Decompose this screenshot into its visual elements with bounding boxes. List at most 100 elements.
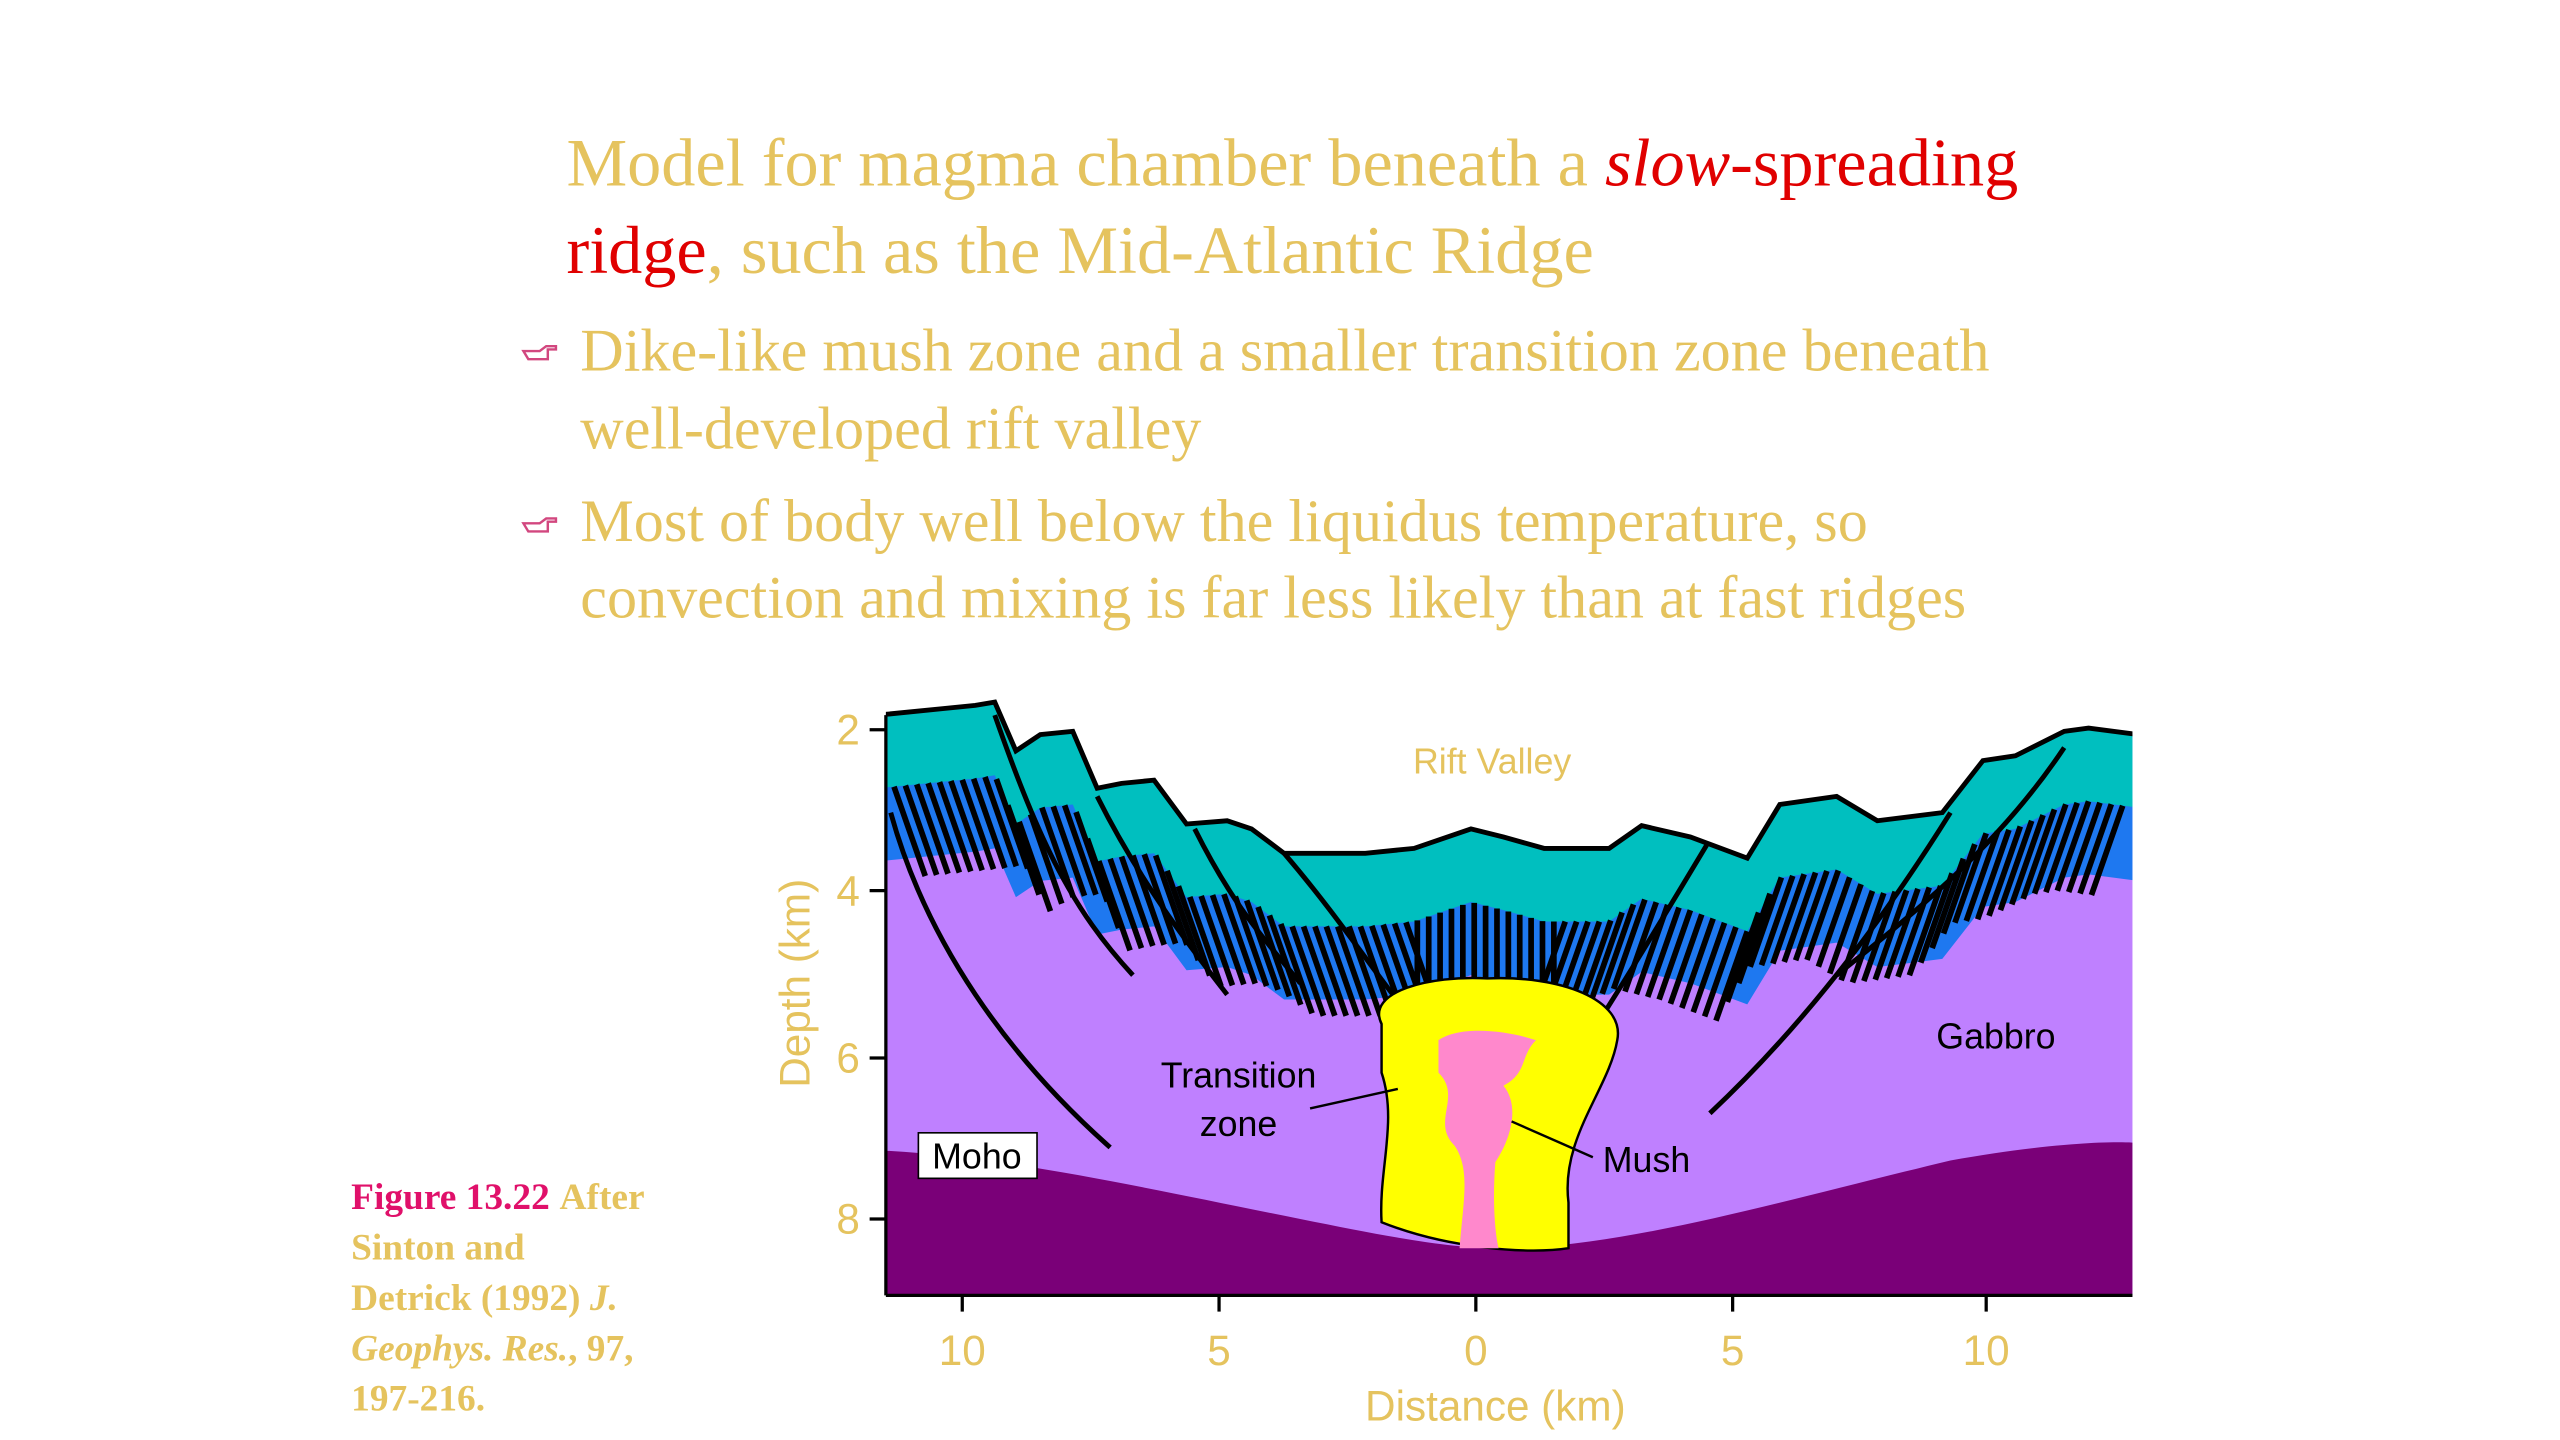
axis-labels: Depth (km) Distance (km) 2 4 6 8 10 5 0 5 10 [771, 706, 2009, 1429]
dike [1300, 925, 1338, 1017]
bullet-text: convection and mixing is far less likely… [580, 565, 1966, 632]
label: Transition [1161, 1055, 1317, 1095]
dike [1266, 914, 1304, 1006]
title-text: Model for magma chamber beneath a [566, 124, 1604, 200]
bullet-text: well-developed rift valley [580, 396, 1201, 463]
dike [1963, 830, 2001, 922]
label: Moho [932, 1137, 1021, 1177]
dike [1792, 869, 1830, 962]
caption-line: Detrick (1992) J. [351, 1278, 618, 1319]
dike [1747, 876, 1785, 968]
dike [1656, 909, 1694, 1001]
dike [2077, 803, 2115, 895]
dike [1061, 804, 1099, 896]
dike [1312, 925, 1349, 1017]
caption-line: Sinton and [351, 1228, 525, 1269]
dike [1690, 921, 1728, 1014]
dike [902, 784, 940, 876]
dike [1175, 885, 1213, 977]
moho-box [917, 1132, 1038, 1180]
dike [1872, 889, 1910, 981]
bullet-text: Dike-like mush zone and a smaller transi… [580, 318, 1989, 385]
x-tick-label: 0 [1464, 1327, 1488, 1374]
dike [959, 778, 997, 871]
dike [1198, 895, 1236, 987]
seafloor [885, 699, 2133, 862]
mantle [885, 1142, 2133, 1296]
label: Gabbro [1936, 1016, 2055, 1056]
y-tick-label: 2 [836, 706, 860, 753]
dike [1610, 898, 1648, 990]
x-tick-label: 5 [1721, 1327, 1744, 1374]
dike [1713, 930, 1750, 1022]
figure: Rift Valley Gabbro Transition zone Mush … [771, 699, 2133, 1429]
dike [1622, 901, 1659, 993]
label: Mush [1603, 1140, 1690, 1180]
dike [1335, 925, 1372, 1017]
y-tick-label: 4 [836, 867, 860, 914]
title-line: ridge, such as the Mid-Atlantic Ridge [481, 212, 1645, 288]
dike [1118, 855, 1156, 947]
dike [891, 785, 928, 877]
dike [936, 781, 974, 873]
caption-line: Figure 13.22 After [351, 1177, 644, 1218]
caption-label: Figure 13.22 [351, 1177, 550, 1218]
dike [1997, 819, 2035, 912]
y-tick-label: 6 [836, 1035, 860, 1082]
caption-text: J. [589, 1278, 618, 1319]
dike [2031, 803, 2069, 895]
dike [1883, 887, 1921, 980]
dike [1815, 876, 1853, 968]
dike [1187, 895, 1224, 988]
caption: Figure 13.22 After Sinton and Detrick (19… [351, 1177, 644, 1420]
dike [2088, 804, 2126, 896]
caption-line: Geophys. Res., 97, [351, 1328, 633, 1369]
dike [1770, 873, 1807, 965]
dike [1323, 925, 1361, 1017]
x-axis-title: Distance (km) [1365, 1382, 1626, 1429]
cross-section [885, 699, 2133, 1296]
dike [2054, 800, 2092, 892]
mush-zone [1438, 1030, 1536, 1249]
dike [1701, 926, 1739, 1018]
label: zone [1200, 1104, 1278, 1144]
x-tick-label: 10 [939, 1327, 986, 1374]
caption-text: After [560, 1177, 645, 1218]
title-emphasis: slow [1605, 124, 1731, 200]
dike [2043, 801, 2080, 894]
dike [1016, 820, 1054, 913]
dike [1084, 837, 1122, 929]
title-emphasis: -spreading [1730, 124, 2018, 200]
dike [1278, 923, 1315, 1015]
dike [1906, 885, 1944, 977]
dike [2020, 808, 2058, 900]
dike [1152, 854, 1190, 946]
caption-text: Sinton and [351, 1228, 525, 1269]
dike [1107, 857, 1145, 950]
dike [1974, 828, 2012, 921]
dike [2065, 801, 2103, 894]
dike [1599, 903, 1637, 995]
caption-line: 197-216. [351, 1379, 485, 1420]
x-tick-label: 10 [1963, 1327, 2010, 1374]
dike [914, 783, 951, 875]
caption-text: , 97, [568, 1328, 633, 1369]
dike [1758, 874, 1796, 967]
dike [1588, 911, 1625, 1003]
dike [1243, 899, 1281, 991]
label: Rift Valley [1413, 742, 1571, 782]
dike [1736, 892, 1773, 985]
dike [1289, 925, 1327, 1017]
dike [982, 775, 1019, 868]
caption-text: Detrick (1992) [351, 1278, 590, 1319]
dike [1027, 813, 1065, 905]
dike [1918, 872, 1955, 964]
dike [1827, 883, 1864, 975]
bullet-text: Most of body well below the liquidus tem… [580, 488, 1867, 555]
lava-layer [885, 702, 2133, 932]
title-line: Model for magma chamber beneath a slow-s… [481, 124, 2069, 200]
figure-labels: Rift Valley Gabbro Transition zone Mush … [932, 742, 2055, 1180]
caption-text: 197-216. [351, 1379, 485, 1420]
dike [1804, 869, 1841, 961]
